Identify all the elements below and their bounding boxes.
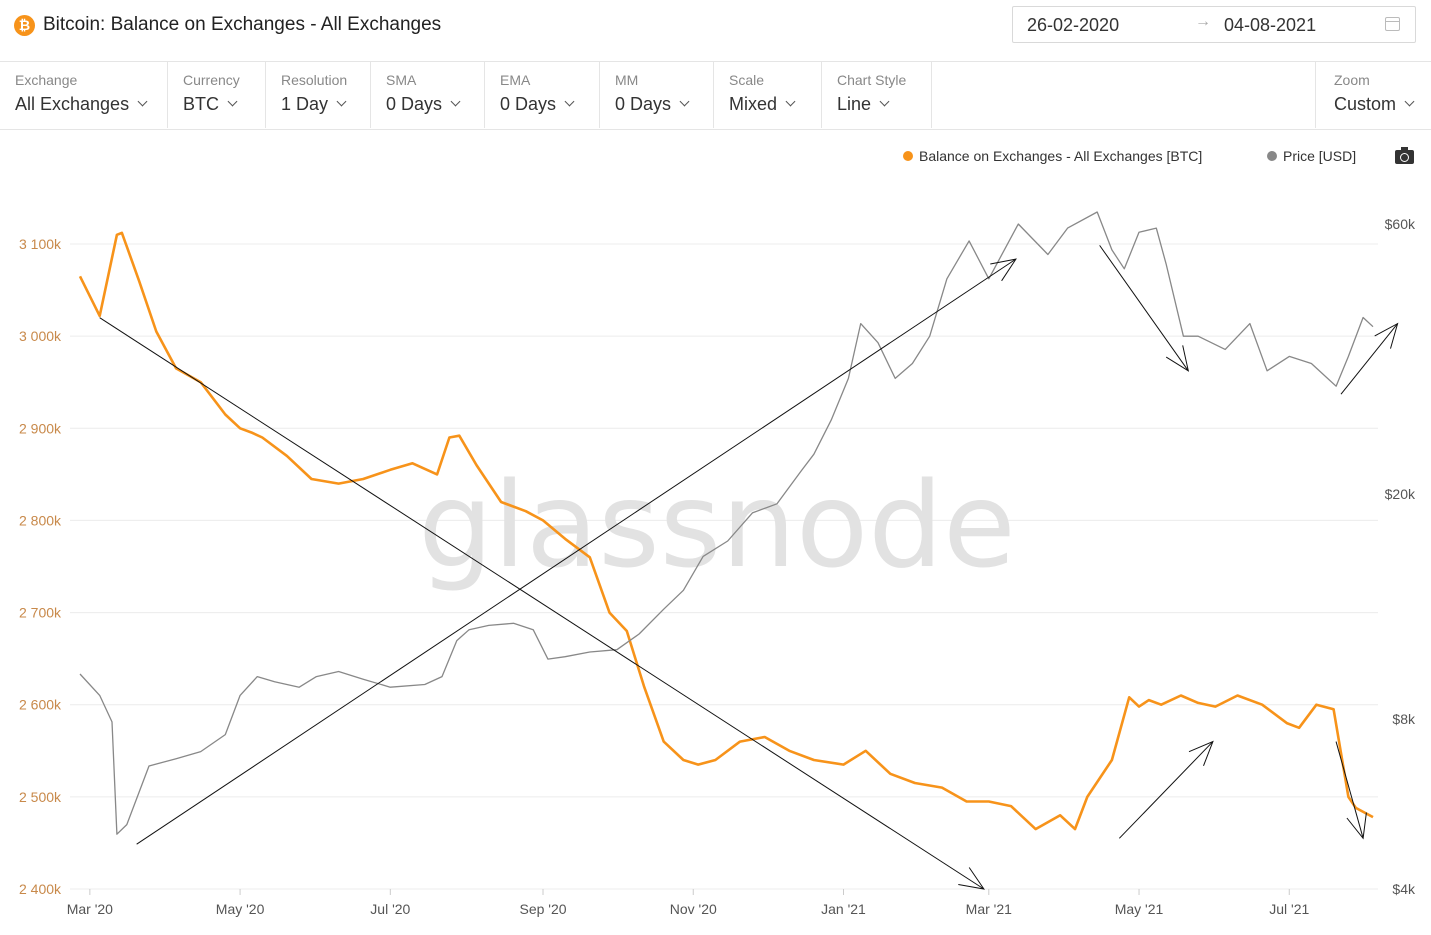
y-left-tick-label: 2 900k [19, 420, 62, 436]
chart-toolbar: Exchange All Exchanges Currency BTC Reso… [0, 61, 1431, 130]
x-tick-label: Nov '20 [670, 901, 717, 917]
legend-label: Price [USD] [1283, 148, 1357, 164]
legend-dot [903, 151, 913, 161]
control-label: Exchange [15, 72, 78, 88]
legend-item-balance[interactable]: Balance on Exchanges - All Exchanges [BT… [903, 148, 1202, 164]
y-right-tick-label: $20k [1385, 486, 1416, 502]
control-label: Currency [183, 72, 240, 88]
x-tick-label: May '20 [216, 901, 265, 917]
annotation-arrowhead [1346, 812, 1367, 840]
annotation-arrow [1099, 245, 1189, 372]
control-value: 0 Days [500, 94, 575, 115]
balance-series-line [78, 231, 1374, 831]
control-value: 0 Days [615, 94, 690, 115]
date-to-input[interactable]: 04-08-2021 [1224, 15, 1317, 35]
control-label: EMA [500, 72, 531, 88]
mm-dropdown[interactable]: MM 0 Days [600, 62, 714, 128]
control-label: Chart Style [837, 72, 907, 88]
camera-icon[interactable] [1395, 147, 1414, 164]
x-tick-label: Jul '20 [370, 901, 410, 917]
glassnode-watermark: glassnode [418, 456, 1015, 594]
x-tick-label: Jan '21 [821, 901, 866, 917]
control-label: SMA [386, 72, 417, 88]
control-value: Mixed [729, 94, 796, 115]
y-right-tick-label: $4k [1392, 881, 1416, 897]
annotation-arrow [1335, 741, 1364, 839]
calendar-icon[interactable] [1385, 17, 1400, 31]
currency-dropdown[interactable]: Currency BTC [168, 62, 266, 128]
y-left-tick-label: 2 800k [19, 512, 62, 528]
annotation-arrowhead [1374, 322, 1399, 349]
x-tick-label: Mar '21 [966, 901, 1012, 917]
y-left-tick-label: 3 000k [19, 328, 62, 344]
y-right-tick-label: $60k [1385, 216, 1416, 232]
control-value: All Exchanges [15, 94, 148, 115]
chart-legend: Balance on Exchanges - All Exchanges [BT… [0, 146, 1431, 168]
control-label: Scale [729, 72, 765, 88]
control-value: 1 Day [281, 94, 347, 115]
bitcoin-logo-icon: ₿ [14, 15, 35, 36]
y-left-tick-label: 2 400k [19, 881, 62, 897]
control-value: BTC [183, 94, 238, 115]
control-label: Zoom [1334, 72, 1370, 88]
control-value: Line [837, 94, 890, 115]
x-tick-label: May '21 [1115, 901, 1164, 917]
annotation-arrowhead [990, 258, 1017, 282]
scale-dropdown[interactable]: Scale Mixed [714, 62, 822, 128]
annotation-arrowhead [958, 867, 985, 890]
legend-dot [1267, 151, 1277, 161]
control-value: 0 Days [386, 94, 461, 115]
page-title: Bitcoin: Balance on Exchanges - All Exch… [43, 14, 442, 35]
y-left-tick-label: 2 500k [19, 789, 62, 805]
arrow-right-icon: → [1195, 13, 1211, 30]
y-right-tick-label: $8k [1392, 711, 1416, 727]
annotation-arrow [136, 258, 1017, 845]
date-from-input[interactable]: 26-02-2020 [1027, 15, 1120, 35]
control-label: MM [615, 72, 639, 88]
annotation-arrow [1340, 323, 1399, 395]
y-left-tick-label: 2 700k [19, 605, 62, 621]
date-range-picker[interactable]: 26-02-2020 → 04-08-2021 [1012, 6, 1416, 43]
chart-style-dropdown[interactable]: Chart Style Line [822, 62, 932, 128]
control-label: Resolution [281, 72, 348, 88]
annotation-arrow [99, 317, 985, 890]
annotation-arrowhead [1188, 740, 1214, 766]
ema-dropdown[interactable]: EMA 0 Days [485, 62, 600, 128]
title-bar: ₿ Bitcoin: Balance on Exchanges - All Ex… [0, 0, 1431, 62]
x-tick-label: Jul '21 [1269, 901, 1309, 917]
resolution-dropdown[interactable]: Resolution 1 Day [266, 62, 371, 128]
legend-label: Balance on Exchanges - All Exchanges [BT… [919, 148, 1203, 164]
zoom-dropdown[interactable]: Zoom Custom [1315, 62, 1431, 128]
legend-item-price[interactable]: Price [USD] [1267, 148, 1356, 164]
control-value: Custom [1334, 94, 1415, 115]
y-left-tick-label: 3 100k [19, 236, 62, 252]
y-left-tick-label: 2 600k [19, 697, 62, 713]
exchange-dropdown[interactable]: Exchange All Exchanges [0, 62, 168, 128]
price-series-line [79, 211, 1374, 835]
sma-dropdown[interactable]: SMA 0 Days [371, 62, 485, 128]
annotation-arrowhead [1165, 345, 1190, 372]
x-tick-label: Sep '20 [519, 901, 566, 917]
annotation-arrow [1118, 741, 1214, 839]
x-tick-label: Mar '20 [67, 901, 113, 917]
